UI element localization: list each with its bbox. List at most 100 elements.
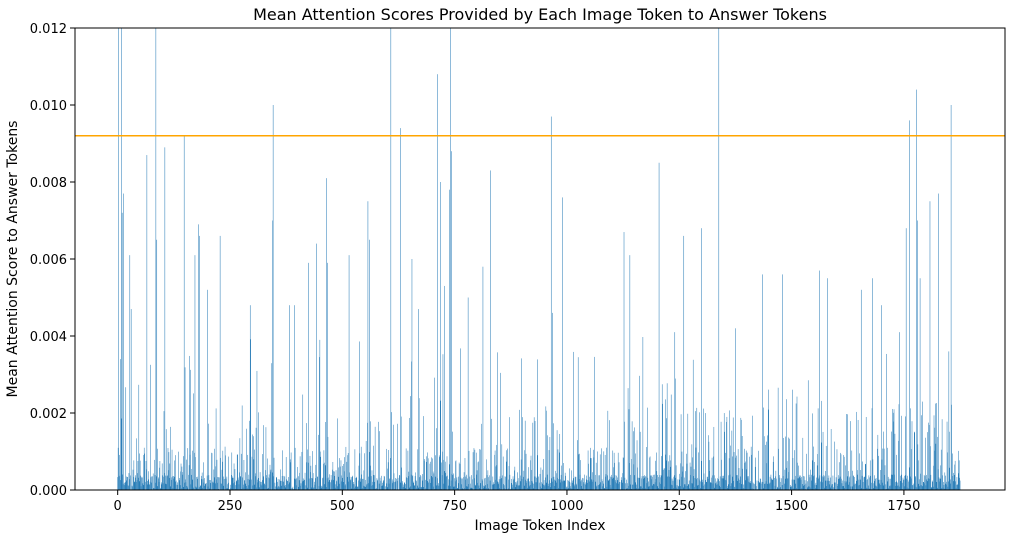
bar	[485, 485, 486, 490]
bar	[717, 478, 718, 490]
bar	[946, 421, 948, 490]
bar	[418, 487, 419, 490]
bar	[400, 482, 401, 490]
bar	[944, 488, 945, 490]
bar	[151, 476, 152, 490]
bar	[714, 483, 716, 490]
bar	[162, 483, 164, 490]
bar	[371, 470, 373, 490]
bar	[831, 485, 832, 490]
bar	[572, 480, 573, 490]
bar	[582, 488, 583, 490]
bar	[546, 410, 547, 490]
bar	[837, 485, 838, 490]
bar	[528, 467, 530, 490]
bar	[544, 484, 546, 490]
bar	[265, 427, 267, 490]
bar	[698, 478, 700, 490]
bar	[247, 479, 249, 490]
bar	[524, 485, 525, 490]
bar	[756, 486, 757, 490]
bar	[208, 423, 209, 490]
bar	[775, 470, 777, 490]
bar	[201, 479, 202, 490]
bar	[230, 484, 231, 490]
bar	[945, 483, 946, 490]
bar	[194, 255, 196, 490]
bar	[209, 488, 210, 490]
bar	[922, 486, 924, 490]
bar	[713, 426, 715, 490]
bar	[937, 469, 939, 490]
bar	[669, 476, 670, 490]
bar	[465, 479, 466, 490]
bar	[651, 479, 652, 490]
bar	[161, 482, 162, 490]
bar	[532, 422, 534, 490]
bar	[700, 488, 702, 490]
bar	[128, 473, 130, 490]
bar	[557, 449, 559, 490]
bar	[575, 477, 576, 490]
bar	[519, 485, 521, 490]
bar	[555, 470, 556, 490]
bar	[845, 482, 847, 490]
bar	[934, 427, 936, 490]
bar	[477, 462, 479, 490]
bar	[577, 357, 579, 490]
bar	[184, 367, 186, 490]
bar	[429, 479, 430, 490]
bar	[815, 488, 816, 490]
bar	[223, 476, 224, 490]
bar	[728, 475, 729, 490]
bar	[574, 486, 575, 490]
bar	[608, 480, 609, 490]
bar	[817, 408, 819, 490]
bar	[288, 477, 289, 490]
bar	[421, 487, 422, 490]
bar	[499, 476, 501, 490]
bar	[491, 418, 492, 490]
bar	[674, 332, 676, 490]
bar	[444, 471, 445, 490]
bar	[894, 433, 896, 490]
bar	[205, 484, 206, 490]
bar	[516, 480, 518, 490]
bar	[924, 483, 925, 490]
bar	[821, 442, 822, 490]
bar	[188, 474, 189, 490]
bar	[269, 478, 270, 490]
bar	[921, 415, 922, 490]
bar	[158, 477, 159, 490]
bar	[498, 484, 499, 490]
bar	[737, 449, 739, 490]
bar	[369, 239, 370, 490]
bar	[456, 479, 457, 490]
bar	[758, 481, 760, 490]
bar	[272, 220, 273, 490]
bar	[801, 476, 802, 490]
bar	[642, 337, 644, 490]
bar	[529, 486, 530, 490]
bar	[628, 409, 630, 490]
bar	[232, 483, 234, 490]
bar	[678, 485, 680, 490]
bar	[629, 463, 630, 490]
bar	[548, 483, 549, 490]
bar	[785, 436, 786, 490]
bar	[692, 457, 693, 490]
bar	[514, 470, 515, 490]
bar	[145, 460, 147, 490]
bar	[846, 481, 848, 490]
bar	[501, 478, 502, 490]
bar	[681, 451, 683, 490]
bar	[609, 484, 611, 490]
bar	[791, 485, 792, 490]
bar	[512, 476, 514, 490]
bar	[701, 460, 702, 490]
bar	[416, 488, 418, 490]
bar	[794, 479, 795, 490]
bar	[952, 453, 953, 490]
bar	[221, 483, 222, 490]
bar	[838, 462, 840, 490]
